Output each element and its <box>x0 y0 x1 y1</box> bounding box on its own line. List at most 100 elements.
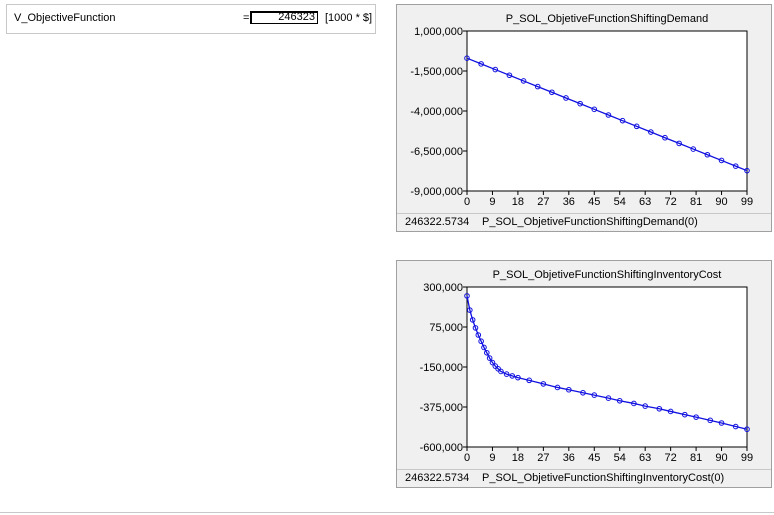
x-tick-label: 18 <box>512 452 524 464</box>
chart-svg-shifting-demand: P_SOL_ObjetiveFunctionShiftingDemand 1,00… <box>410 13 753 208</box>
data-point <box>732 163 739 169</box>
chart-title: P_SOL_ObjetiveFunctionShiftingDemand <box>506 13 708 25</box>
x-tick-label: 0 <box>464 196 470 208</box>
data-point <box>486 355 493 361</box>
data-point <box>534 83 541 90</box>
data-point <box>469 317 476 323</box>
x-tick-label: 54 <box>614 196 626 208</box>
y-tick-label: 1,000,000 <box>414 26 463 38</box>
y-tick-label: -375,000 <box>420 402 463 414</box>
data-point <box>667 408 674 415</box>
data-point <box>704 151 711 158</box>
data-point <box>744 167 750 174</box>
x-tick-label: 36 <box>563 452 575 464</box>
bottom-divider <box>0 512 774 513</box>
x-tick-label: 54 <box>614 452 626 464</box>
footer-label: P_SOL_ObjetiveFunctionShiftingDemand(0) <box>482 216 698 228</box>
variable-unit: [1000 * $] <box>325 12 373 24</box>
data-point <box>648 129 654 135</box>
data-point <box>566 386 572 393</box>
variable-equals-sign: = <box>243 12 250 24</box>
x-tick-label: 45 <box>588 452 600 464</box>
x-tick-label: 0 <box>464 452 470 464</box>
series-line <box>466 295 748 430</box>
x-tick-label: 72 <box>665 196 677 208</box>
data-point <box>744 426 750 433</box>
data-point <box>464 293 470 299</box>
footer-value: 246322.5734 <box>405 472 470 484</box>
data-point <box>478 338 484 345</box>
x-tick-label: 27 <box>537 452 549 464</box>
chart-title: P_SOL_ObjetiveFunctionShiftingInventoryC… <box>493 269 722 281</box>
data-point <box>483 349 490 356</box>
data-point <box>475 332 482 338</box>
variable-panel: V_ObjectiveFunction = 246323 [1000 * $] <box>6 4 376 34</box>
y-tick-label: -9,000,000 <box>410 186 463 198</box>
footer-value: 246322.5734 <box>405 216 470 228</box>
chart-footer: 246322.5734 P_SOL_ObjetiveFunctionShifti… <box>397 213 771 231</box>
data-point <box>732 423 739 430</box>
data-point <box>591 106 598 113</box>
chart-panel-shifting-demand[interactable]: P_SOL_ObjetiveFunctionShiftingDemand 1,00… <box>396 4 772 232</box>
x-tick-label: 45 <box>588 196 600 208</box>
y-tick-label: -1,500,000 <box>410 66 463 78</box>
x-tick-label: 72 <box>665 452 677 464</box>
chart-panel-shifting-inventory-cost[interactable]: P_SOL_ObjetiveFunctionShiftingInventoryC… <box>396 260 772 488</box>
x-tick-label: 99 <box>741 452 753 464</box>
x-tick-label: 81 <box>690 452 702 464</box>
data-point <box>633 123 640 130</box>
chart-svg-shifting-inventory-cost: P_SOL_ObjetiveFunctionShiftingInventoryC… <box>420 269 754 464</box>
data-point <box>481 344 487 351</box>
data-point <box>591 392 598 398</box>
y-tick-label: -4,000,000 <box>410 106 463 118</box>
data-point <box>540 381 547 387</box>
x-tick-label: 81 <box>690 196 702 208</box>
data-point <box>718 420 725 426</box>
data-point <box>549 89 555 96</box>
data-point <box>676 140 682 147</box>
data-point <box>526 377 533 384</box>
data-point <box>605 395 612 401</box>
x-tick-label: 27 <box>537 196 549 208</box>
x-tick-label: 18 <box>512 196 524 208</box>
data-point <box>498 368 504 375</box>
y-tick-label: -600,000 <box>420 442 463 454</box>
y-tick-label: 300,000 <box>423 282 463 294</box>
data-point <box>619 117 626 124</box>
y-tick-label: -6,500,000 <box>410 146 463 158</box>
data-point <box>605 112 612 118</box>
data-point <box>492 66 499 73</box>
data-point <box>472 325 479 331</box>
data-point <box>563 95 569 101</box>
data-point <box>503 371 510 377</box>
data-point <box>631 400 637 407</box>
data-point <box>554 384 561 391</box>
data-point <box>580 389 586 396</box>
data-point <box>467 307 473 313</box>
data-point <box>681 411 688 418</box>
data-point <box>520 78 527 84</box>
x-tick-label: 99 <box>741 196 753 208</box>
y-tick-label: 75,000 <box>429 322 463 334</box>
data-point <box>616 397 623 404</box>
data-point <box>718 157 725 164</box>
data-point <box>656 405 663 412</box>
x-tick-label: 90 <box>715 452 727 464</box>
variable-name: V_ObjectiveFunction <box>14 12 116 24</box>
plot-area <box>466 30 748 192</box>
data-point <box>707 417 714 424</box>
data-point <box>515 374 521 381</box>
variable-value-field[interactable]: 246323 <box>250 11 318 24</box>
data-point <box>509 373 516 379</box>
x-tick-label: 9 <box>489 196 495 208</box>
plot-area <box>466 286 748 448</box>
x-tick-label: 9 <box>489 452 495 464</box>
x-tick-label: 63 <box>639 196 651 208</box>
data-point <box>478 61 484 67</box>
data-point <box>489 359 496 366</box>
footer-label: P_SOL_ObjetiveFunctionShiftingInventoryC… <box>482 472 725 484</box>
x-tick-label: 90 <box>715 196 727 208</box>
data-point <box>693 414 699 420</box>
data-point <box>464 55 470 62</box>
y-tick-label: -150,000 <box>420 362 463 374</box>
